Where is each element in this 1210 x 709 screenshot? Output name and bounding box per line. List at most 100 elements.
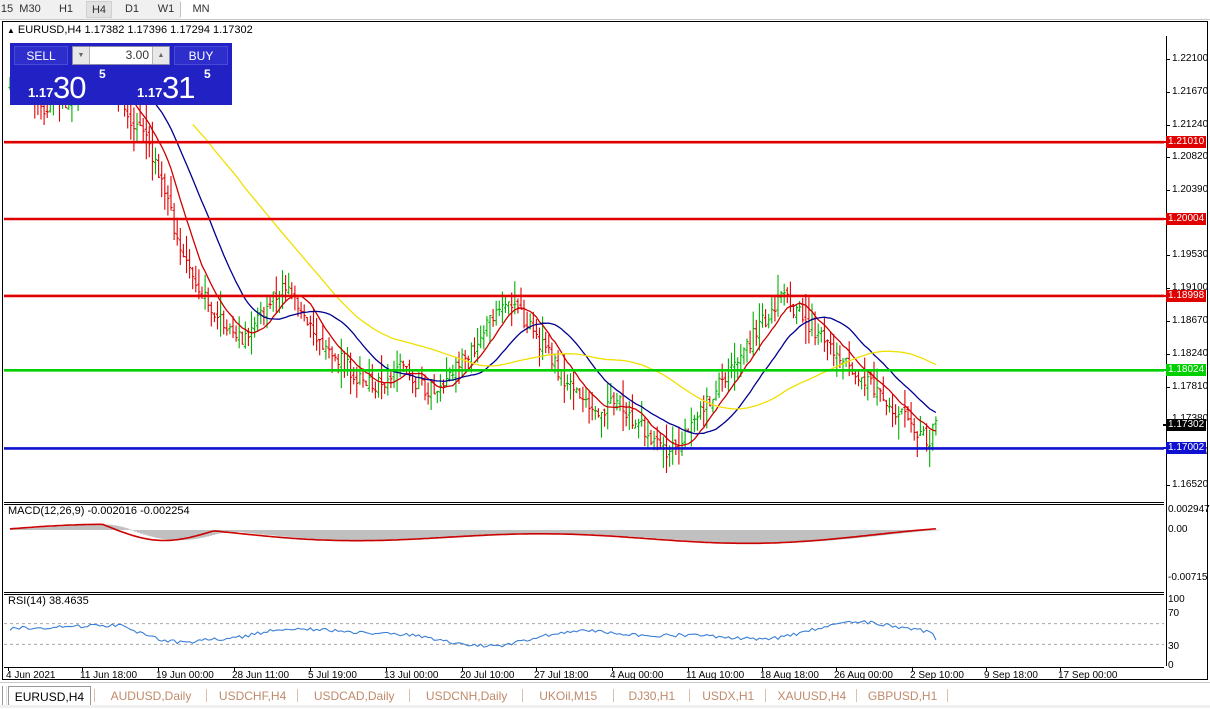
collapse-triangle-icon[interactable]: ▲ xyxy=(7,25,15,35)
chart-tab-ukoil-m15[interactable]: UKOil,M15 xyxy=(539,689,598,703)
price-scale[interactable]: 1.22100 1.21670 1.21240 1.20820 1.20390 1.195… xyxy=(1163,36,1210,671)
macd-scale-label: 0.00 xyxy=(1168,524,1188,535)
time-scale-tick xyxy=(836,668,837,671)
toolbar-filler xyxy=(181,0,1210,20)
timeframe-w1[interactable]: W1 xyxy=(157,3,175,15)
chart-tab-eurusd-h4[interactable]: EURUSD,H4 xyxy=(8,686,91,706)
time-scale-tick xyxy=(310,668,311,671)
toolbar-separator xyxy=(180,2,181,17)
macd-pane-separator-2 xyxy=(4,504,1164,505)
price-scale-label: 1.21670 xyxy=(1172,85,1209,97)
price-scale-label: 1.20390 xyxy=(1172,183,1209,195)
timeframe-toolbar: 15 M30 H1 H4 D1 W1 MN xyxy=(0,0,1210,20)
rsi-pane[interactable]: RSI(14) 38.4635 xyxy=(4,594,1164,666)
chart-tab-audusd-daily[interactable]: AUDUSD,Daily xyxy=(110,689,192,703)
price-scale-tick xyxy=(1166,320,1170,322)
chart-tab-gbpusd-h1[interactable]: GBPUSD,H1 xyxy=(867,689,938,703)
time-scale[interactable]: 4 Jun 2021 11 Jun 18:00 19 Jun 00:00 28 Jun… xyxy=(4,667,1164,681)
price-scale-label: 1.19530 xyxy=(1172,249,1209,261)
tab-separator xyxy=(689,689,690,702)
volume-increase-icon[interactable]: ▲ xyxy=(152,47,169,64)
price-scale-line xyxy=(1166,36,1167,666)
time-scale-tick xyxy=(536,668,537,671)
chart-tab-xauusd-h4[interactable]: XAUUSD,H4 xyxy=(777,689,847,703)
tab-separator xyxy=(93,689,95,702)
timeframe-d1[interactable]: D1 xyxy=(124,3,140,15)
buy-price-quote[interactable]: 1.17 31 5 xyxy=(122,67,229,105)
time-scale-label: 27 Jul 18:00 xyxy=(534,670,589,681)
time-scale-label: 4 Aug 00:00 xyxy=(610,670,664,681)
price-level-badge[interactable]: 1.17002 xyxy=(1166,442,1207,455)
timeframe-m30[interactable]: M30 xyxy=(19,3,41,15)
chart-tab-usdcnh-daily[interactable]: USDCNH,Daily xyxy=(425,689,508,703)
chart-tabs-bar: EURUSD,H4 AUDUSD,Daily USDCHF,H4 USDCAD,Dai… xyxy=(0,682,1210,709)
time-scale-tick xyxy=(986,668,987,671)
rsi-line xyxy=(9,620,937,648)
timeframe-h1[interactable]: H1 xyxy=(58,3,74,15)
price-level-marker xyxy=(1163,424,1169,427)
price-scale-label: 1.17810 xyxy=(1172,380,1209,392)
moving-average-60 xyxy=(192,124,937,410)
price-scale-tick xyxy=(1166,485,1170,487)
volume-decrease-icon[interactable]: ▼ xyxy=(73,47,90,64)
time-scale-tick xyxy=(158,668,159,671)
price-scale-label: 1.17380 xyxy=(1172,413,1208,424)
macd-pane-separator xyxy=(4,502,1164,503)
sell-price-quote[interactable]: 1.17 30 5 xyxy=(13,67,120,105)
price-scale-label: 1.22100 xyxy=(1172,52,1209,64)
price-level-marker xyxy=(1163,369,1169,372)
one-click-trading-panel[interactable]: SELL ▼ 3.00 ▲ BUY 1.17 30 5 1.17 31 5 xyxy=(10,43,232,105)
macd-label: MACD(12,26,9) -0.002016 -0.002254 xyxy=(8,505,190,517)
tab-separator xyxy=(297,689,298,702)
timeframe-mn[interactable]: MN xyxy=(192,3,210,15)
time-scale-tick xyxy=(82,668,83,671)
chart-tab-usdchf-h4[interactable]: USDCHF,H4 xyxy=(218,689,287,703)
volume-input[interactable]: ▼ 3.00 ▲ xyxy=(72,46,170,65)
time-scale-label: 28 Jun 11:00 xyxy=(232,670,290,681)
time-scale-label: 5 Jul 19:00 xyxy=(308,670,357,681)
rsi-pane-separator-2 xyxy=(4,594,1164,595)
price-level-marker xyxy=(1163,447,1169,450)
time-scale-label: 17 Sep 00:00 xyxy=(1058,670,1118,681)
price-scale-label: 1.18240 xyxy=(1172,347,1209,359)
chart-tab-usdx-h1[interactable]: USDX,H1 xyxy=(702,689,755,703)
sell-price-prefix: 1.17 xyxy=(28,85,54,100)
macd-pane[interactable]: MACD(12,26,9) -0.002016 -0.002254 xyxy=(4,504,1164,592)
tab-separator xyxy=(947,689,948,702)
time-scale-label: 11 Jun 18:00 xyxy=(80,670,138,681)
timeframe-15[interactable]: 15 xyxy=(0,3,14,15)
price-level-badge[interactable]: 1.18024 xyxy=(1166,364,1207,377)
time-scale-label: 11 Aug 10:00 xyxy=(686,670,745,681)
price-level-badge[interactable]: 1.18998 xyxy=(1166,289,1207,302)
sell-button[interactable]: SELL xyxy=(14,46,68,65)
volume-value: 3.00 xyxy=(125,48,149,62)
sell-price-fraction: 5 xyxy=(99,67,106,81)
price-scale-tick xyxy=(1166,58,1170,60)
tab-separator xyxy=(521,689,523,702)
tab-scroll-marker[interactable] xyxy=(2,686,7,706)
price-level-marker xyxy=(1163,294,1169,297)
time-scale-tick xyxy=(688,668,689,671)
timeframe-h4[interactable]: H4 xyxy=(86,1,112,18)
chart-tab-dj30-h1[interactable]: DJ30,H1 xyxy=(628,689,676,703)
price-scale-tick xyxy=(1166,189,1170,191)
rsi-svg xyxy=(4,620,1164,648)
price-level-badge[interactable]: 1.21010 xyxy=(1166,136,1207,149)
price-scale-label: 1.21240 xyxy=(1172,118,1209,130)
price-level-badge[interactable]: 1.17302 xyxy=(1166,419,1207,432)
chart-ohlc-header: ▲ EURUSD,H4 1.17382 1.17396 1.17294 1.173… xyxy=(7,24,253,36)
price-level-badge[interactable]: 1.20004 xyxy=(1166,213,1207,226)
time-scale-label: 4 Jun 2021 xyxy=(6,670,56,681)
price-scale-label: 1.20820 xyxy=(1172,150,1209,162)
time-scale-tick xyxy=(762,668,763,671)
time-scale-label: 20 Jul 10:00 xyxy=(460,670,515,681)
chart-window: ▲ EURUSD,H4 1.17382 1.17396 1.17294 1.173… xyxy=(2,21,1210,681)
time-scale-tick xyxy=(234,668,235,671)
tab-separator xyxy=(765,689,767,702)
chart-tab-usdcad-daily[interactable]: USDCAD,Daily xyxy=(313,689,395,703)
time-scale-tick xyxy=(1060,668,1061,671)
time-scale-tick xyxy=(912,668,913,671)
macd-signal-line xyxy=(9,523,936,545)
rsi-label: RSI(14) 38.4635 xyxy=(8,595,89,607)
buy-button[interactable]: BUY xyxy=(174,46,228,65)
